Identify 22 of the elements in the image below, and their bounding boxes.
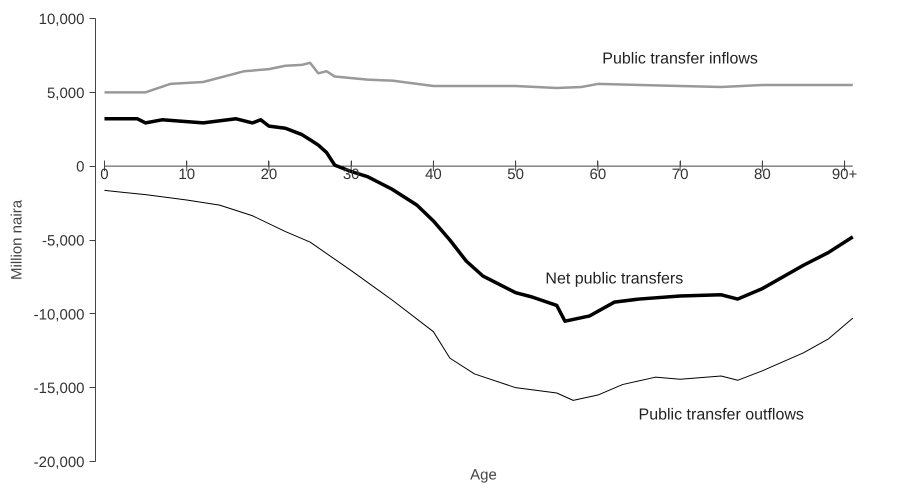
series-label: Public transfer outflows	[638, 406, 804, 424]
x-tick-label: 40	[425, 166, 442, 184]
y-tick-label: -5,000	[42, 232, 85, 250]
y-tick-label: 10,000	[38, 11, 85, 28]
series-label: Net public transfers	[545, 270, 684, 288]
line-series	[102, 117, 855, 323]
y-tick-label: -10,000	[34, 306, 84, 324]
y-tick-label: 5,000	[46, 84, 85, 102]
x-tick-label: 90+	[832, 166, 858, 184]
x-tick-label: 20	[260, 166, 278, 184]
x-tick-label: 60	[590, 166, 606, 184]
x-axis-title: Age	[470, 466, 497, 484]
x-tick-label: 80	[754, 166, 771, 184]
line-series	[104, 190, 854, 401]
series-label: Public transfer inflows	[602, 50, 758, 68]
y-tick-label: -15,000	[34, 380, 84, 398]
x-tick-label: 50	[507, 166, 524, 184]
x-tick-label: 10	[178, 166, 196, 184]
x-tick-label: 0	[100, 166, 109, 184]
y-tick-label: -20,000	[34, 454, 84, 471]
x-tick-label: 70	[672, 166, 688, 184]
y-axis-title: Million naira	[8, 199, 26, 280]
